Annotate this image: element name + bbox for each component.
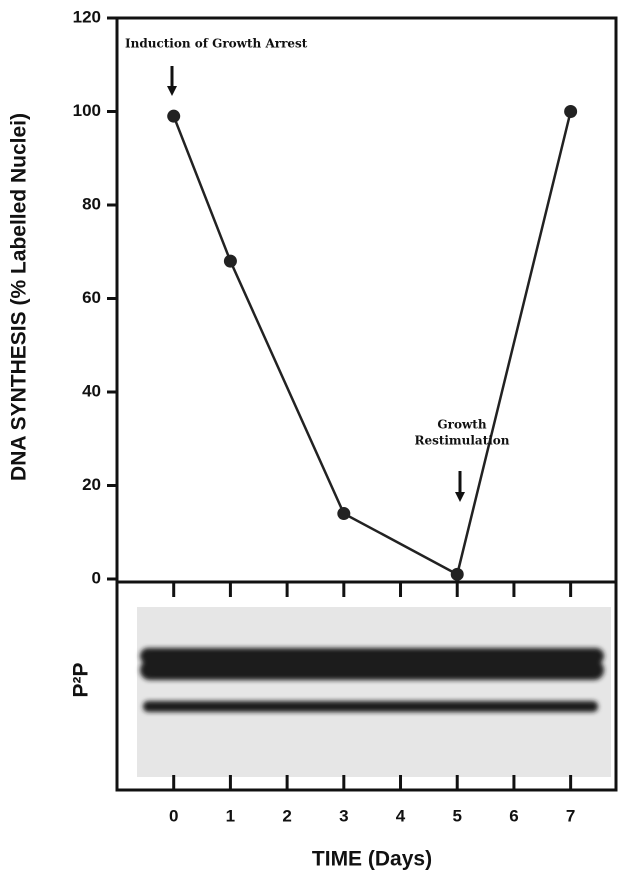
arrow-head [455, 492, 465, 502]
y-tick-label: 100 [73, 101, 101, 120]
data-point [167, 110, 180, 123]
chart: DNA SYNTHESIS (% Labelled Nuclei) P²P TI… [0, 0, 629, 877]
y-axis-title: DNA SYNTHESIS (% Labelled Nuclei) [8, 113, 31, 481]
y-tick-label: 40 [82, 381, 101, 400]
annotation: Restimulation [414, 434, 509, 448]
data-line [174, 112, 571, 575]
data-point [564, 105, 577, 118]
x-tick-label: 7 [566, 806, 575, 825]
y-tick-label: 80 [82, 194, 101, 213]
blot-label: P²P [70, 662, 93, 697]
x-tick-label: 2 [282, 806, 291, 825]
y-tick-label: 20 [82, 475, 101, 494]
annotation: Induction of Growth Arrest [125, 37, 308, 51]
blot-image [137, 607, 611, 777]
x-tick-label: 3 [339, 806, 348, 825]
y-tick-label: 120 [73, 7, 101, 26]
annotation: Growth [437, 418, 486, 432]
x-tick-label: 4 [396, 806, 406, 825]
x-tick-label: 5 [452, 806, 461, 825]
plot-frame [117, 18, 616, 582]
x-tick-label: 6 [509, 806, 518, 825]
x-tick-label: 1 [226, 806, 235, 825]
x-axis-title: TIME (Days) [312, 848, 432, 871]
arrow-head [167, 86, 177, 96]
data-point [337, 507, 350, 520]
data-point [451, 568, 464, 581]
x-tick-label: 0 [169, 806, 178, 825]
data-point [224, 255, 237, 268]
y-tick-label: 60 [82, 288, 101, 307]
y-tick-label: 0 [92, 568, 101, 587]
